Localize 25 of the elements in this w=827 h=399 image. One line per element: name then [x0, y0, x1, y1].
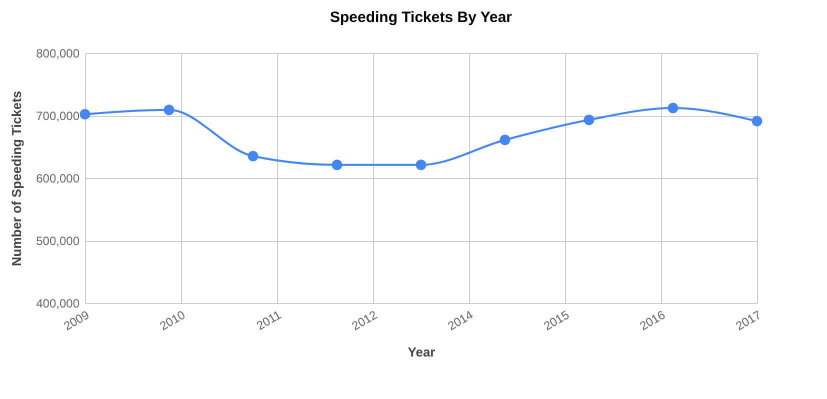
- point: [80, 109, 90, 120]
- x-tick-label: 2014: [445, 308, 476, 334]
- x-tick-label: 2016: [637, 308, 668, 334]
- point: [500, 134, 510, 146]
- x-tick-label: 2009: [61, 308, 92, 334]
- y-tick-label: 600,000: [36, 172, 80, 186]
- point: [164, 104, 174, 116]
- point: [752, 116, 762, 126]
- point: [416, 160, 426, 170]
- x-tick-label: 2011: [254, 308, 284, 333]
- x-tick-label: 2015: [541, 308, 572, 334]
- y-tick-label: 500,000: [36, 234, 80, 248]
- y-tick-label: 800,000: [36, 46, 80, 60]
- y-tick-label: 700,000: [36, 109, 80, 123]
- point: [248, 150, 258, 162]
- point: [332, 160, 342, 170]
- chart-title: Speeding Tickets By Year: [330, 9, 512, 26]
- x-tick-label: 2010: [157, 308, 188, 334]
- x-axis-title: Year: [408, 344, 436, 360]
- x-tick-label: 2012: [349, 308, 380, 334]
- point: [668, 102, 678, 114]
- y-axis-title: Number of Speeding Tickets: [9, 90, 24, 266]
- y-tick-label: 400,000: [36, 296, 80, 310]
- point: [584, 114, 594, 126]
- x-tick-label: 2017: [733, 308, 764, 334]
